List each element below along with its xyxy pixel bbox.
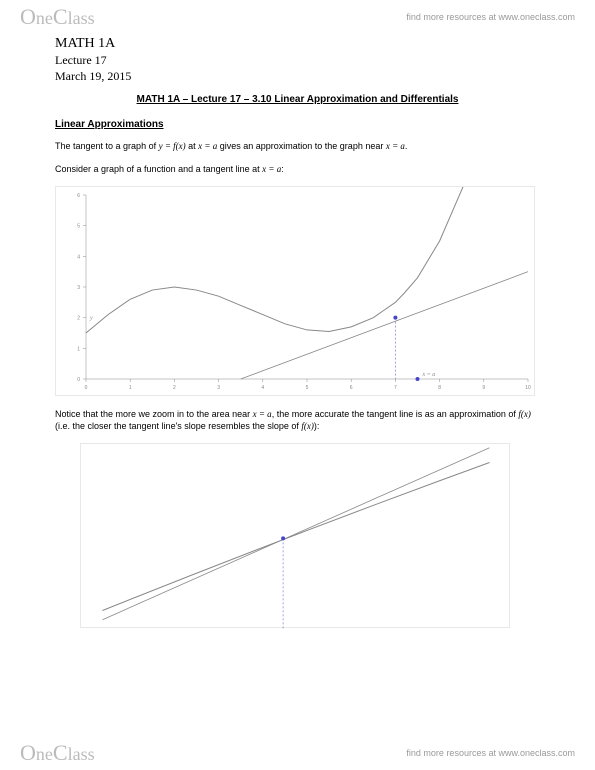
- text: , the more accurate the tangent line is …: [272, 409, 519, 419]
- text: at: [186, 141, 199, 151]
- svg-text:0: 0: [85, 385, 88, 391]
- svg-text:6: 6: [350, 385, 353, 391]
- chart-1-svg: 0 1 2 3 4 5 6 7 8 9 10 0 1 2 3 4 5 6 x = a y: [56, 187, 536, 397]
- svg-text:7: 7: [394, 385, 397, 391]
- svg-text:y: y: [89, 315, 93, 321]
- math: f(x): [518, 409, 531, 419]
- course-header: MATH 1A Lecture 17 March 19, 2015: [55, 35, 540, 84]
- svg-text:8: 8: [438, 385, 441, 391]
- svg-text:4: 4: [261, 385, 264, 391]
- svg-text:1: 1: [129, 385, 132, 391]
- svg-text:3: 3: [217, 385, 220, 391]
- section-heading: Linear Approximations: [55, 119, 540, 130]
- svg-text:0: 0: [77, 377, 80, 383]
- svg-text:x = a: x = a: [422, 372, 436, 378]
- svg-text:1: 1: [77, 346, 80, 352]
- math: x = a: [198, 141, 217, 151]
- svg-text:3: 3: [77, 285, 80, 291]
- svg-text:2: 2: [77, 315, 80, 321]
- math: x = a: [262, 164, 281, 174]
- math: f(x): [301, 421, 314, 431]
- svg-text:6: 6: [77, 193, 80, 199]
- text: The tangent to a graph of: [55, 141, 159, 151]
- text: (i.e. the closer the tangent line's slop…: [55, 421, 301, 431]
- text: :: [281, 164, 284, 174]
- paragraph-2: Consider a graph of a function and a tan…: [55, 163, 540, 176]
- svg-text:2: 2: [173, 385, 176, 391]
- header-bar: OneClass find more resources at www.onec…: [0, 0, 595, 34]
- text: gives an approximation to the graph near: [217, 141, 386, 151]
- svg-text:5: 5: [77, 223, 80, 229]
- svg-text:9: 9: [482, 385, 485, 391]
- svg-text:10: 10: [525, 385, 531, 391]
- brand-logo-footer: OneClass: [20, 740, 95, 766]
- svg-text:4: 4: [77, 254, 80, 260]
- lecture-date: March 19, 2015: [55, 69, 540, 85]
- math: y = f(x): [159, 141, 186, 151]
- page-title: MATH 1A – Lecture 17 – 3.10 Linear Appro…: [55, 94, 540, 105]
- course-code: MATH 1A: [55, 35, 540, 53]
- footer-tagline: find more resources at www.oneclass.com: [406, 748, 575, 758]
- lecture-number: Lecture 17: [55, 53, 540, 69]
- text: ):: [314, 421, 320, 431]
- text: Notice that the more we zoom in to the a…: [55, 409, 253, 419]
- brand-logo: OneClass: [20, 4, 95, 30]
- text: Consider a graph of a function and a tan…: [55, 164, 262, 174]
- header-tagline: find more resources at www.oneclass.com: [406, 12, 575, 22]
- chart-2: [80, 443, 510, 628]
- chart-1: 0 1 2 3 4 5 6 7 8 9 10 0 1 2 3 4 5 6 x = a y: [55, 186, 535, 396]
- paragraph-1: The tangent to a graph of y = f(x) at x …: [55, 140, 540, 153]
- text: .: [405, 141, 408, 151]
- math: x = a: [253, 409, 272, 419]
- paragraph-3: Notice that the more we zoom in to the a…: [55, 408, 540, 433]
- footer-bar: OneClass find more resources at www.onec…: [0, 736, 595, 770]
- svg-text:5: 5: [306, 385, 309, 391]
- math: x = a: [386, 141, 405, 151]
- page-content: MATH 1A Lecture 17 March 19, 2015 MATH 1…: [55, 35, 540, 640]
- chart-2-svg: [81, 444, 511, 629]
